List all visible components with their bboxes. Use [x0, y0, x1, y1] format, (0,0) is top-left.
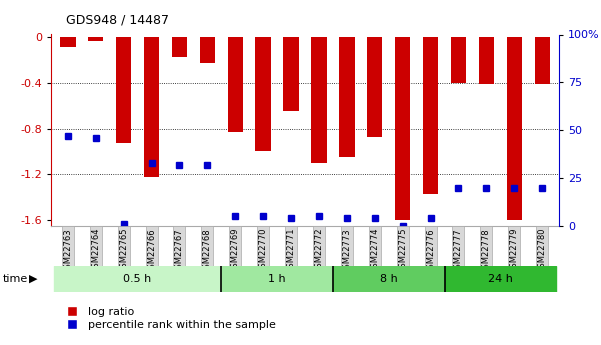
Bar [423, 37, 438, 194]
Text: GSM22768: GSM22768 [203, 228, 212, 274]
Text: GSM22773: GSM22773 [343, 228, 352, 274]
Bar [311, 37, 326, 163]
Bar [255, 37, 271, 151]
Bar [60, 37, 76, 47]
Bar [339, 37, 355, 157]
Text: GSM22779: GSM22779 [510, 228, 519, 274]
Bar [228, 37, 243, 132]
Text: time: time [3, 274, 28, 284]
Bar [445, 266, 556, 292]
Bar [54, 266, 221, 292]
Bar [395, 37, 410, 220]
Text: GSM22766: GSM22766 [147, 228, 156, 274]
Legend: log ratio, percentile rank within the sample: log ratio, percentile rank within the sa… [56, 302, 280, 335]
Text: GSM22765: GSM22765 [119, 228, 128, 274]
Bar [333, 266, 445, 292]
Text: GSM22763: GSM22763 [63, 228, 72, 274]
Bar [284, 37, 299, 111]
Text: GSM22774: GSM22774 [370, 228, 379, 274]
Text: GSM22775: GSM22775 [398, 228, 407, 274]
Bar [479, 37, 494, 84]
Text: GSM22780: GSM22780 [538, 228, 547, 274]
Bar [221, 266, 333, 292]
Text: GSM22777: GSM22777 [454, 228, 463, 274]
Text: GSM22764: GSM22764 [91, 228, 100, 274]
Bar [88, 37, 103, 41]
Bar [534, 37, 550, 84]
Bar [116, 37, 131, 144]
Text: GSM22767: GSM22767 [175, 228, 184, 274]
Text: 0.5 h: 0.5 h [123, 274, 151, 284]
Bar [144, 37, 159, 177]
Bar [200, 37, 215, 63]
Text: GSM22772: GSM22772 [314, 228, 323, 274]
Text: 8 h: 8 h [380, 274, 398, 284]
Text: GDS948 / 14487: GDS948 / 14487 [66, 14, 169, 27]
Text: GSM22769: GSM22769 [231, 228, 240, 274]
Bar [367, 37, 382, 137]
Bar [172, 37, 187, 57]
Text: GSM22778: GSM22778 [482, 228, 491, 274]
Text: GSM22771: GSM22771 [287, 228, 296, 274]
Bar [507, 37, 522, 220]
Text: GSM22776: GSM22776 [426, 228, 435, 274]
Text: 24 h: 24 h [488, 274, 513, 284]
Text: GSM22770: GSM22770 [258, 228, 267, 274]
Text: 1 h: 1 h [268, 274, 286, 284]
Text: ▶: ▶ [29, 274, 37, 284]
Bar [451, 37, 466, 83]
